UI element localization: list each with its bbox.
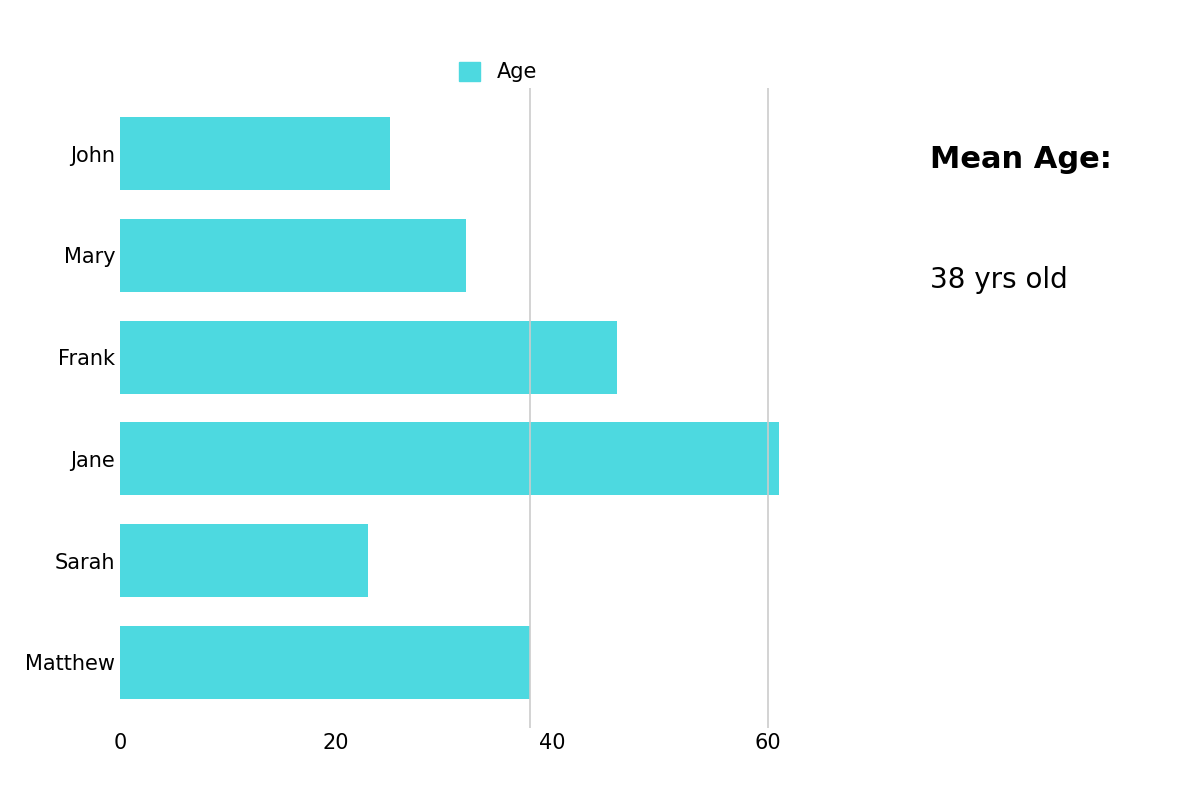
Bar (120, 524, 368, 597)
Text: Mean Age:: Mean Age: (930, 146, 1112, 174)
Bar (120, 117, 390, 190)
Text: 38 yrs old: 38 yrs old (930, 266, 1068, 294)
Legend: Age: Age (451, 54, 545, 90)
Bar (120, 219, 466, 292)
Bar (120, 422, 779, 495)
Bar (120, 626, 530, 699)
Bar (120, 321, 617, 394)
